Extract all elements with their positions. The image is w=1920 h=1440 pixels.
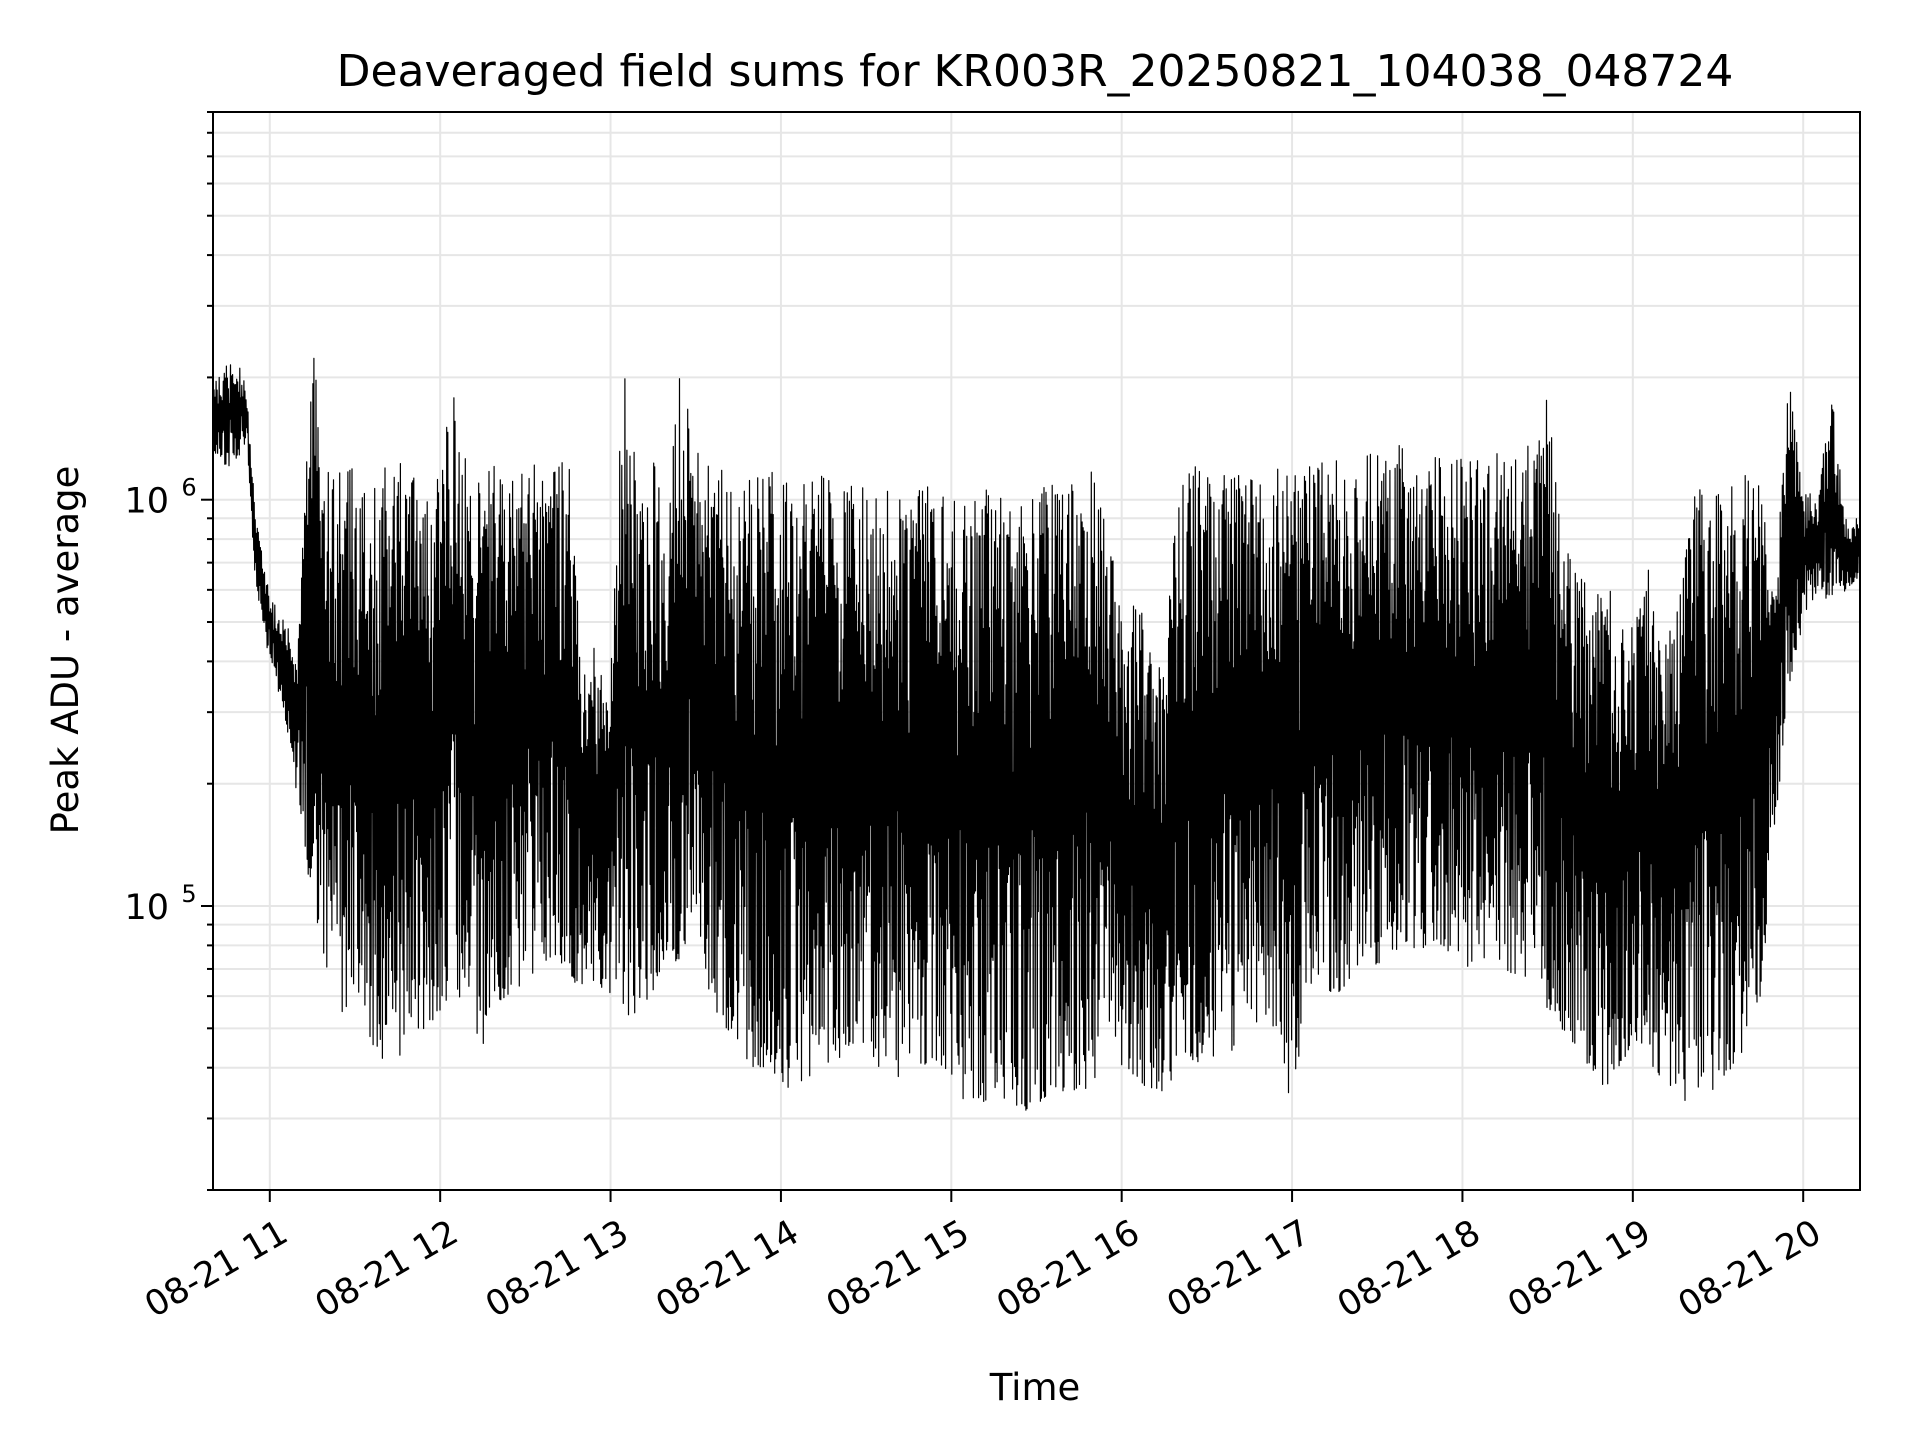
plot-frame xyxy=(212,111,1861,1191)
chart-title: Deaveraged field sums for KR003R_2025082… xyxy=(337,46,1734,97)
y-tick-exponent: 5 xyxy=(181,880,196,908)
y-tick-label: 10 xyxy=(124,482,169,522)
series-layer xyxy=(212,357,1861,1111)
x-tick-label: 08-21 13 xyxy=(479,1213,635,1326)
x-tick-label: 08-21 19 xyxy=(1501,1213,1657,1326)
y-axis: 10 5 10 6 xyxy=(124,111,213,1191)
series-line xyxy=(212,357,1861,1111)
x-tick-label: 08-21 11 xyxy=(138,1213,294,1326)
x-tick-label: 08-21 17 xyxy=(1161,1213,1317,1326)
x-tick-label: 08-21 20 xyxy=(1672,1213,1828,1326)
y-tick-base: 10 xyxy=(124,482,169,522)
y-axis-label: Peak ADU - average xyxy=(44,466,87,835)
x-tick-label: 08-21 18 xyxy=(1331,1213,1487,1326)
grid xyxy=(213,111,1860,1191)
x-tick-label: 08-21 14 xyxy=(650,1213,806,1326)
x-tick-label: 08-21 12 xyxy=(309,1213,465,1326)
y-tick-base: 10 xyxy=(124,888,169,928)
y-tick-label: 10 xyxy=(124,888,169,928)
x-axis: 08-21 11 08-21 12 08-21 13 08-21 14 08-21 15… xyxy=(138,1190,1828,1326)
x-axis-label: Time xyxy=(989,1366,1081,1409)
x-tick-label: 08-21 16 xyxy=(990,1213,1146,1326)
x-tick-label: 08-21 15 xyxy=(820,1213,976,1326)
y-tick-exponent: 6 xyxy=(181,474,196,502)
